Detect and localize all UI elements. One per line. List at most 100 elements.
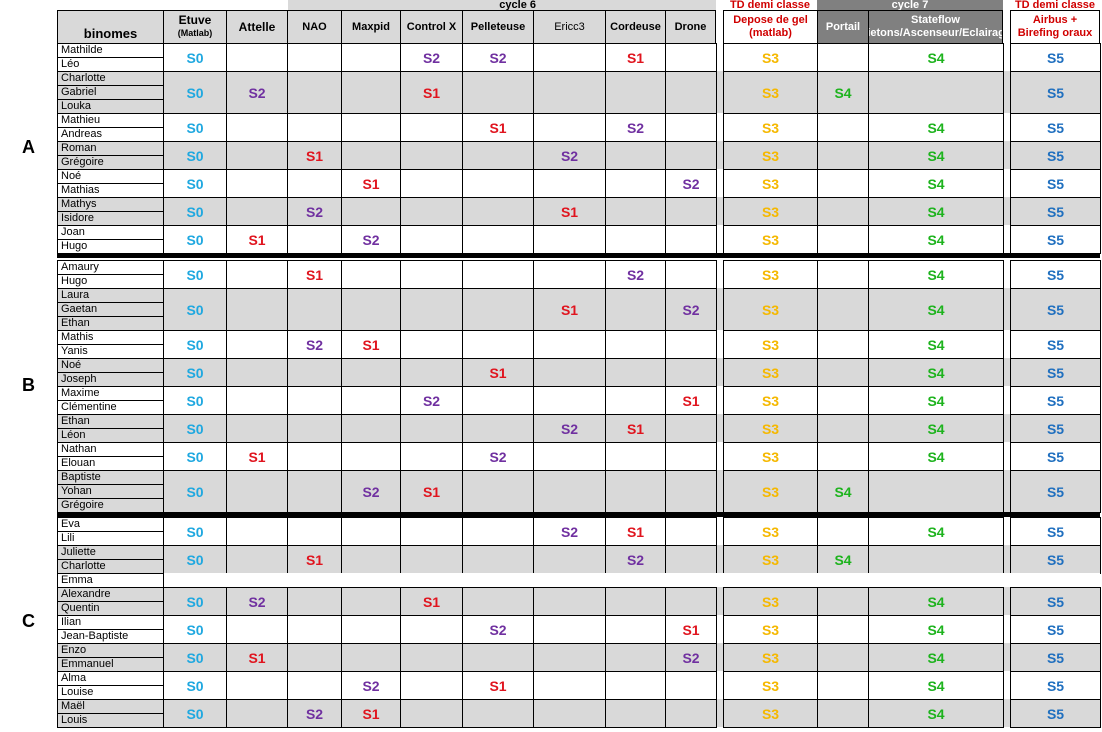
slot-maxpid[interactable] <box>341 615 401 644</box>
slot-ericc3[interactable] <box>533 43 606 72</box>
member-name[interactable]: Jean-Baptiste <box>57 629 164 644</box>
slot-controlx[interactable]: S1 <box>400 71 463 114</box>
slot-nao[interactable] <box>287 414 342 443</box>
slot-drone[interactable] <box>665 414 717 443</box>
slot-airbus[interactable]: S5 <box>1010 470 1101 513</box>
member-name[interactable]: Hugo <box>57 239 164 254</box>
slot-nao[interactable]: S2 <box>287 197 342 226</box>
slot-portail[interactable] <box>817 442 869 471</box>
slot-maxpid[interactable]: S1 <box>341 699 401 728</box>
slot-depose[interactable]: S3 <box>723 113 818 142</box>
slot-attelle[interactable] <box>226 113 288 142</box>
slot-ericc3[interactable]: S1 <box>533 197 606 226</box>
slot-cordeuse[interactable] <box>605 442 666 471</box>
member-name[interactable]: Alma <box>57 671 164 686</box>
slot-ericc3[interactable] <box>533 386 606 415</box>
slot-nao[interactable] <box>287 288 342 331</box>
member-name[interactable]: Juliette <box>57 545 164 560</box>
slot-nao[interactable] <box>287 587 342 616</box>
slot-portail[interactable] <box>817 587 869 616</box>
slot-ericc3[interactable] <box>533 442 606 471</box>
slot-portail[interactable] <box>817 615 869 644</box>
slot-nao[interactable] <box>287 615 342 644</box>
slot-nao[interactable] <box>287 358 342 387</box>
slot-etuve[interactable]: S0 <box>163 113 227 142</box>
slot-cordeuse[interactable]: S1 <box>605 43 666 72</box>
slot-stateflow[interactable]: S4 <box>868 517 1004 546</box>
slot-cordeuse[interactable] <box>605 358 666 387</box>
slot-nao[interactable] <box>287 671 342 700</box>
slot-pelleteuse[interactable] <box>462 643 534 672</box>
member-name[interactable]: Ethan <box>57 414 164 429</box>
slot-nao[interactable]: S2 <box>287 699 342 728</box>
slot-controlx[interactable] <box>400 330 463 359</box>
slot-cordeuse[interactable] <box>605 699 666 728</box>
slot-stateflow[interactable]: S4 <box>868 113 1004 142</box>
slot-drone[interactable] <box>665 358 717 387</box>
slot-cordeuse[interactable] <box>605 71 666 114</box>
slot-ericc3[interactable] <box>533 225 606 254</box>
slot-controlx[interactable] <box>400 113 463 142</box>
slot-depose[interactable]: S3 <box>723 288 818 331</box>
slot-airbus[interactable]: S5 <box>1010 225 1101 254</box>
slot-portail[interactable] <box>817 141 869 170</box>
slot-maxpid[interactable] <box>341 260 401 289</box>
member-name[interactable]: Louka <box>57 99 164 114</box>
slot-maxpid[interactable] <box>341 358 401 387</box>
slot-ericc3[interactable] <box>533 71 606 114</box>
slot-depose[interactable]: S3 <box>723 643 818 672</box>
member-name[interactable]: Eva <box>57 517 164 532</box>
slot-airbus[interactable]: S5 <box>1010 615 1101 644</box>
slot-airbus[interactable]: S5 <box>1010 517 1101 546</box>
slot-drone[interactable] <box>665 225 717 254</box>
slot-maxpid[interactable] <box>341 141 401 170</box>
member-name[interactable]: Alexandre <box>57 587 164 602</box>
slot-etuve[interactable]: S0 <box>163 43 227 72</box>
slot-drone[interactable] <box>665 260 717 289</box>
slot-airbus[interactable]: S5 <box>1010 643 1101 672</box>
slot-stateflow[interactable]: S4 <box>868 643 1004 672</box>
slot-portail[interactable] <box>817 288 869 331</box>
slot-maxpid[interactable]: S2 <box>341 225 401 254</box>
slot-maxpid[interactable] <box>341 414 401 443</box>
slot-controlx[interactable] <box>400 517 463 546</box>
slot-stateflow[interactable]: S4 <box>868 671 1004 700</box>
member-name[interactable]: Emmanuel <box>57 657 164 672</box>
slot-depose[interactable]: S3 <box>723 442 818 471</box>
slot-nao[interactable] <box>287 517 342 546</box>
slot-airbus[interactable]: S5 <box>1010 141 1101 170</box>
slot-stateflow[interactable]: S4 <box>868 615 1004 644</box>
slot-pelleteuse[interactable] <box>462 386 534 415</box>
slot-portail[interactable] <box>817 671 869 700</box>
slot-drone[interactable]: S1 <box>665 386 717 415</box>
slot-pelleteuse[interactable] <box>462 587 534 616</box>
slot-cordeuse[interactable] <box>605 288 666 331</box>
slot-etuve[interactable]: S0 <box>163 414 227 443</box>
slot-stateflow[interactable]: S4 <box>868 330 1004 359</box>
slot-cordeuse[interactable]: S2 <box>605 260 666 289</box>
slot-drone[interactable] <box>665 197 717 226</box>
slot-drone[interactable] <box>665 545 717 574</box>
slot-ericc3[interactable] <box>533 470 606 513</box>
slot-attelle[interactable]: S1 <box>226 643 288 672</box>
slot-depose[interactable]: S3 <box>723 587 818 616</box>
slot-pelleteuse[interactable]: S2 <box>462 615 534 644</box>
slot-portail[interactable]: S4 <box>817 545 869 574</box>
member-name[interactable]: Grégoire <box>57 498 164 513</box>
slot-depose[interactable]: S3 <box>723 615 818 644</box>
slot-stateflow[interactable]: S4 <box>868 288 1004 331</box>
slot-ericc3[interactable] <box>533 330 606 359</box>
slot-portail[interactable] <box>817 699 869 728</box>
slot-etuve[interactable]: S0 <box>163 671 227 700</box>
slot-cordeuse[interactable] <box>605 169 666 198</box>
slot-attelle[interactable]: S1 <box>226 442 288 471</box>
slot-portail[interactable] <box>817 43 869 72</box>
slot-portail[interactable] <box>817 358 869 387</box>
member-name[interactable]: Léon <box>57 428 164 443</box>
member-name[interactable]: Baptiste <box>57 470 164 485</box>
slot-cordeuse[interactable] <box>605 643 666 672</box>
slot-maxpid[interactable] <box>341 587 401 616</box>
slot-drone[interactable] <box>665 470 717 513</box>
slot-ericc3[interactable]: S1 <box>533 288 606 331</box>
slot-controlx[interactable]: S2 <box>400 386 463 415</box>
